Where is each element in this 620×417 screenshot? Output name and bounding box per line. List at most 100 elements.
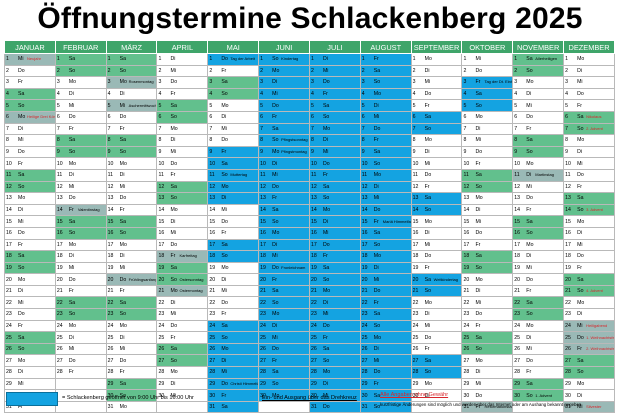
- day-number: 27: [514, 357, 521, 364]
- weekday-label: Fr: [322, 91, 328, 98]
- month-header: OKTOBER: [461, 40, 514, 54]
- calendar-body: 1 Mi Neujahr 1 Sa 1 Sa 1 Di 1 Do Tag der Arbeit 1 So K…: [4, 53, 615, 414]
- day-number: 6: [260, 114, 264, 121]
- weekday-label: Do: [475, 311, 483, 318]
- day-number: 30: [361, 392, 368, 399]
- day-cell: 18 Di: [105, 250, 158, 263]
- weekday-label: Di: [170, 299, 176, 306]
- day-number: 24: [412, 322, 419, 329]
- day-cell: 1 So Kindertag: [258, 53, 310, 66]
- day-cell: 7 Fr: [105, 122, 158, 136]
- weekday-label: Di: [322, 137, 328, 144]
- day-cell: 22 Mo: [563, 296, 615, 310]
- disclaimer-title: Alle Angaben ohne Gewähr: [380, 392, 449, 398]
- day-cell: 20 Do: [54, 273, 107, 286]
- day-cell: 9 Mi: [308, 145, 361, 159]
- day-cell: 1 Mo: [410, 53, 463, 66]
- day-number: 21: [158, 288, 165, 295]
- month-header: DEZEMBER: [563, 40, 615, 54]
- day-cell: 11 Di: [105, 168, 158, 182]
- day-cell: 25 Di: [512, 331, 565, 344]
- day-number: 5: [463, 102, 467, 109]
- holiday-note: Fronleichnam: [281, 264, 306, 270]
- day-number: 10: [463, 160, 470, 167]
- day-number: 6: [565, 114, 568, 121]
- weekday-label: Do: [221, 137, 228, 144]
- day-number: 31: [6, 404, 12, 411]
- holiday-note: Silvester: [586, 404, 602, 410]
- weekday-label: Fr: [119, 369, 125, 376]
- weekday-label: So: [18, 102, 25, 109]
- day-cell: 21 Fr: [54, 284, 107, 298]
- day-cell: 31 Mo: [105, 400, 158, 414]
- day-number: 28: [565, 369, 571, 376]
- day-cell: 15 Mi: [4, 215, 56, 228]
- day-number: 27: [310, 357, 317, 364]
- day-number: 21: [412, 288, 419, 295]
- weekday-label: Fr: [475, 404, 481, 411]
- day-number: 26: [209, 346, 216, 353]
- day-number: 8: [6, 137, 9, 144]
- day-number: 18: [361, 253, 368, 260]
- day-cell: 3 Di: [258, 76, 310, 89]
- weekday-label: Mo: [526, 241, 534, 248]
- day-cell: 14 Di: [4, 203, 56, 217]
- day-cell: 17 Mo: [54, 238, 107, 252]
- weekday-label: Mi: [272, 334, 278, 341]
- day-cell: 3 Do: [308, 76, 361, 89]
- day-number: 13: [260, 195, 266, 202]
- day-cell: 26 Fr: [410, 342, 463, 356]
- weekday-label: Sa: [373, 149, 381, 156]
- month-header: JUNI: [258, 40, 310, 54]
- day-cell: 12 Sa: [308, 180, 361, 194]
- day-number: 25: [56, 334, 63, 341]
- month-header-row: JANUAR FEBRUAR MÄRZ APRIL MAI JUNI JULI AUGUST S…: [4, 40, 615, 54]
- day-number: 19: [463, 264, 470, 271]
- day-number: 28: [56, 369, 63, 376]
- day-number: 22: [158, 299, 165, 306]
- day-number: 15: [260, 218, 266, 225]
- weekday-label: Mi: [577, 241, 583, 248]
- day-number: 5: [209, 102, 213, 109]
- weekday-label: Mo: [475, 195, 483, 202]
- open-legend-text: = Schlackenberg geöffnet von 9:00 Uhr bi…: [62, 395, 194, 401]
- day-number: 27: [361, 357, 368, 364]
- day-cell: 26 Mo: [207, 342, 260, 356]
- day-cell: 5 So: [4, 99, 56, 112]
- holiday-note: Nikolaus: [586, 114, 602, 120]
- weekday-label: Fr: [577, 264, 583, 271]
- day-number: 26: [565, 346, 571, 353]
- weekday-label: Fr: [18, 322, 23, 329]
- day-number: 23: [361, 311, 368, 318]
- weekday-label: So: [18, 346, 25, 353]
- holiday-note: Heilige Drei Könige: [27, 114, 56, 120]
- weekday-label: Mo: [119, 404, 127, 411]
- day-number: 19: [565, 264, 571, 271]
- day-number: 4: [310, 91, 314, 98]
- weekday-label: Di: [221, 114, 227, 121]
- day-number: 31: [463, 404, 470, 411]
- weekday-label: Fr: [18, 404, 23, 411]
- day-number: 10: [310, 160, 317, 167]
- day-cell: 14 So: [410, 203, 463, 217]
- weekday-label: Sa: [68, 218, 76, 225]
- day-number: 17: [158, 241, 165, 248]
- weekday-label: Di: [526, 91, 532, 98]
- weekday-label: Mo: [68, 79, 77, 86]
- day-number: 20: [310, 276, 317, 283]
- day-cell: 4 Fr: [156, 87, 209, 101]
- day-number: 25: [158, 334, 165, 341]
- weekday-label: So: [424, 369, 431, 376]
- month-header: MAI: [207, 40, 260, 54]
- weekday-label: Do: [170, 79, 178, 86]
- holiday-note: Muttertag: [230, 172, 248, 178]
- weekday-label: Mo: [424, 299, 432, 306]
- weekday-label: Mi: [272, 253, 278, 260]
- day-cell: 27 Mo: [4, 354, 56, 368]
- day-cell: 2 Mi: [156, 64, 209, 78]
- day-number: 5: [514, 102, 518, 109]
- holiday-note: Ostersonntag: [179, 276, 204, 282]
- month-header: JULI: [308, 40, 361, 54]
- day-cell: 3 Mo Rosenmontag: [105, 76, 158, 89]
